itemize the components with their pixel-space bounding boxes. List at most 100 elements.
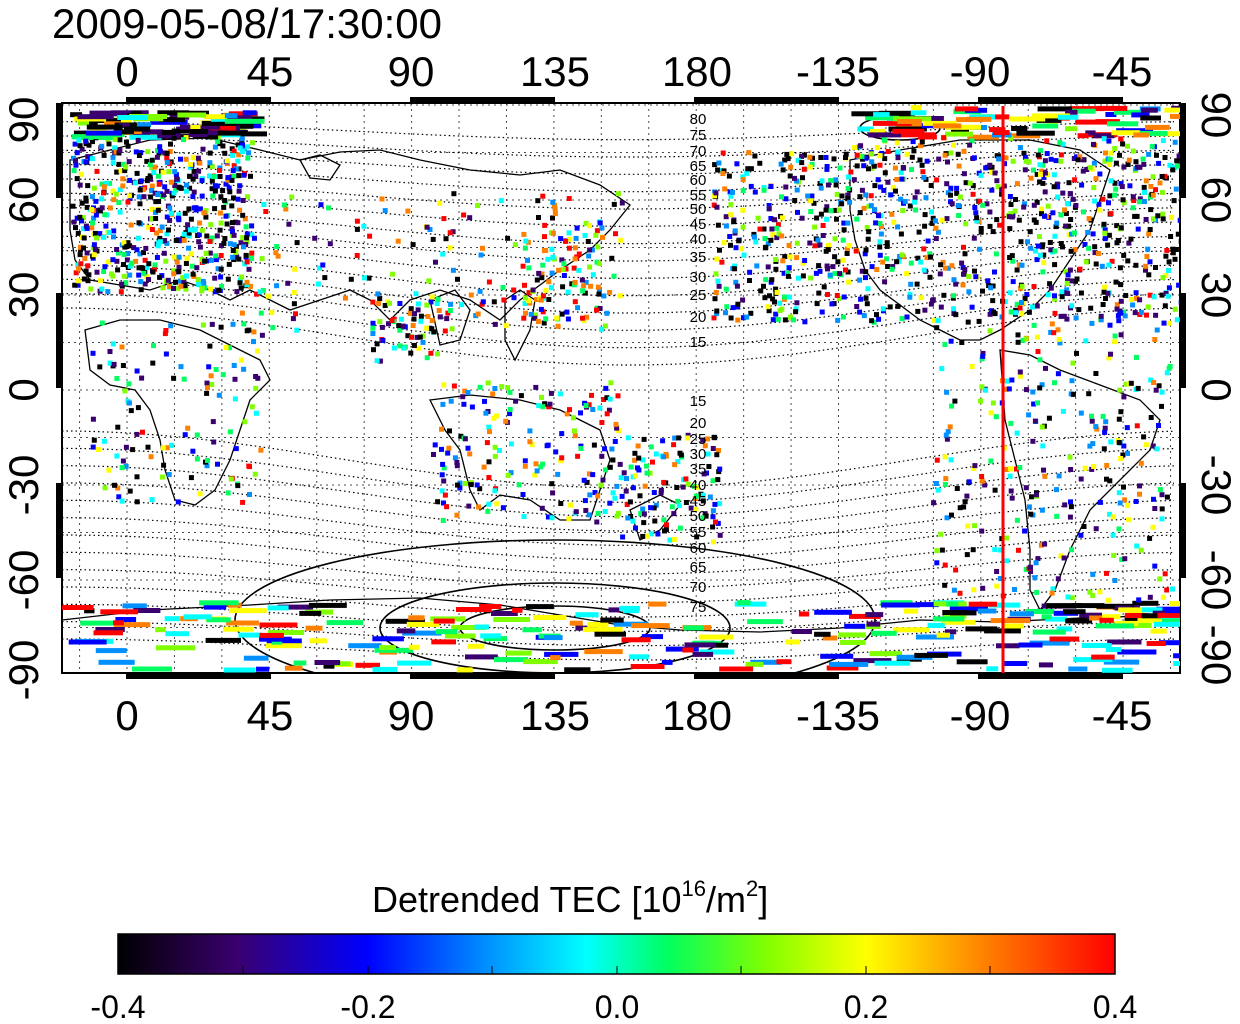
tec-point <box>440 401 446 407</box>
tec-point <box>1069 547 1074 553</box>
tec-point <box>894 177 900 182</box>
tec-point <box>1153 621 1180 627</box>
tec-point <box>1049 590 1055 596</box>
tec-point <box>550 655 561 661</box>
tec-point <box>674 485 680 490</box>
tec-point <box>1077 133 1089 139</box>
tec-point <box>1114 109 1147 115</box>
tec-point <box>1160 275 1166 281</box>
tec-point <box>540 193 546 199</box>
tec-point <box>892 165 898 171</box>
tec-point <box>241 244 246 250</box>
tec-point <box>1021 204 1027 210</box>
tec-point <box>90 220 96 226</box>
tec-point <box>395 238 401 244</box>
tec-point <box>1102 227 1108 233</box>
tec-point <box>454 460 460 465</box>
tec-point <box>881 602 920 608</box>
tec-point <box>445 450 451 456</box>
right-lat-label: -90 <box>1193 625 1240 686</box>
tec-point <box>1118 282 1124 288</box>
tec-point <box>567 236 573 242</box>
tec-point <box>1159 189 1165 195</box>
tec-point <box>91 215 97 221</box>
tec-point <box>1065 109 1078 115</box>
tec-point <box>715 278 721 284</box>
tec-point <box>1086 216 1092 222</box>
tec-point <box>892 627 930 633</box>
tec-point <box>994 178 1000 184</box>
tec-point <box>148 454 154 460</box>
tec-point <box>761 226 767 232</box>
tec-point <box>117 187 123 193</box>
tec-point <box>830 264 836 270</box>
tec-point <box>1148 415 1154 420</box>
tec-point <box>871 630 897 636</box>
tec-point <box>539 275 545 281</box>
tec-point <box>191 168 197 174</box>
tec-point <box>954 185 960 191</box>
tec-point <box>154 255 160 260</box>
tec-point <box>444 316 450 322</box>
tec-point <box>927 622 945 628</box>
tec-point <box>185 222 191 228</box>
tec-point <box>1156 160 1162 166</box>
tec-point <box>1162 618 1180 624</box>
tec-point <box>550 254 556 260</box>
tec-point <box>1151 496 1156 502</box>
tec-point <box>175 285 181 291</box>
tec-point <box>397 301 403 306</box>
tec-point <box>1065 594 1071 600</box>
tec-point <box>157 228 163 233</box>
tec-point <box>204 380 210 386</box>
tec-point <box>305 625 323 631</box>
tec-point <box>585 239 591 244</box>
tec-point <box>866 166 871 172</box>
tec-point <box>1041 252 1047 258</box>
tec-point <box>511 295 517 301</box>
tec-point <box>795 209 800 215</box>
tec-point <box>124 244 130 249</box>
tec-point <box>77 182 83 188</box>
tec-point <box>1043 365 1048 371</box>
tec-point <box>829 661 869 667</box>
tec-point <box>244 239 250 245</box>
tec-point <box>1125 143 1130 149</box>
tec-point <box>137 187 143 193</box>
tec-point <box>948 457 954 463</box>
tec-point <box>91 252 97 258</box>
tec-point <box>987 209 993 215</box>
tec-point <box>632 450 638 456</box>
tec-point <box>117 118 132 124</box>
tec-point <box>792 175 797 181</box>
tec-point <box>549 481 555 487</box>
tec-point <box>157 110 190 116</box>
tec-point <box>152 266 157 272</box>
tec-point <box>246 150 252 156</box>
tec-point <box>608 607 620 613</box>
tec-point <box>539 271 545 277</box>
tec-point <box>343 295 348 301</box>
tec-point <box>224 221 230 227</box>
tec-point <box>79 200 85 206</box>
tec-point <box>951 306 957 312</box>
contour-label: 35 <box>690 249 707 266</box>
magnetic-latitude-contour <box>62 307 1175 366</box>
tec-point <box>493 617 530 622</box>
tec-point <box>910 139 916 145</box>
tec-point <box>486 501 492 507</box>
tec-point <box>225 276 231 282</box>
tec-point <box>150 269 156 275</box>
tec-point <box>765 241 771 247</box>
tec-point <box>535 198 541 204</box>
tec-point <box>275 253 281 259</box>
tec-point <box>1078 476 1084 482</box>
tec-point <box>207 150 213 156</box>
tec-point <box>228 476 234 482</box>
tec-point <box>552 206 558 212</box>
tec-point <box>135 235 141 241</box>
tec-point <box>1007 194 1013 199</box>
tec-point <box>448 301 454 307</box>
tec-point <box>110 160 116 166</box>
tec-point <box>1031 217 1037 223</box>
